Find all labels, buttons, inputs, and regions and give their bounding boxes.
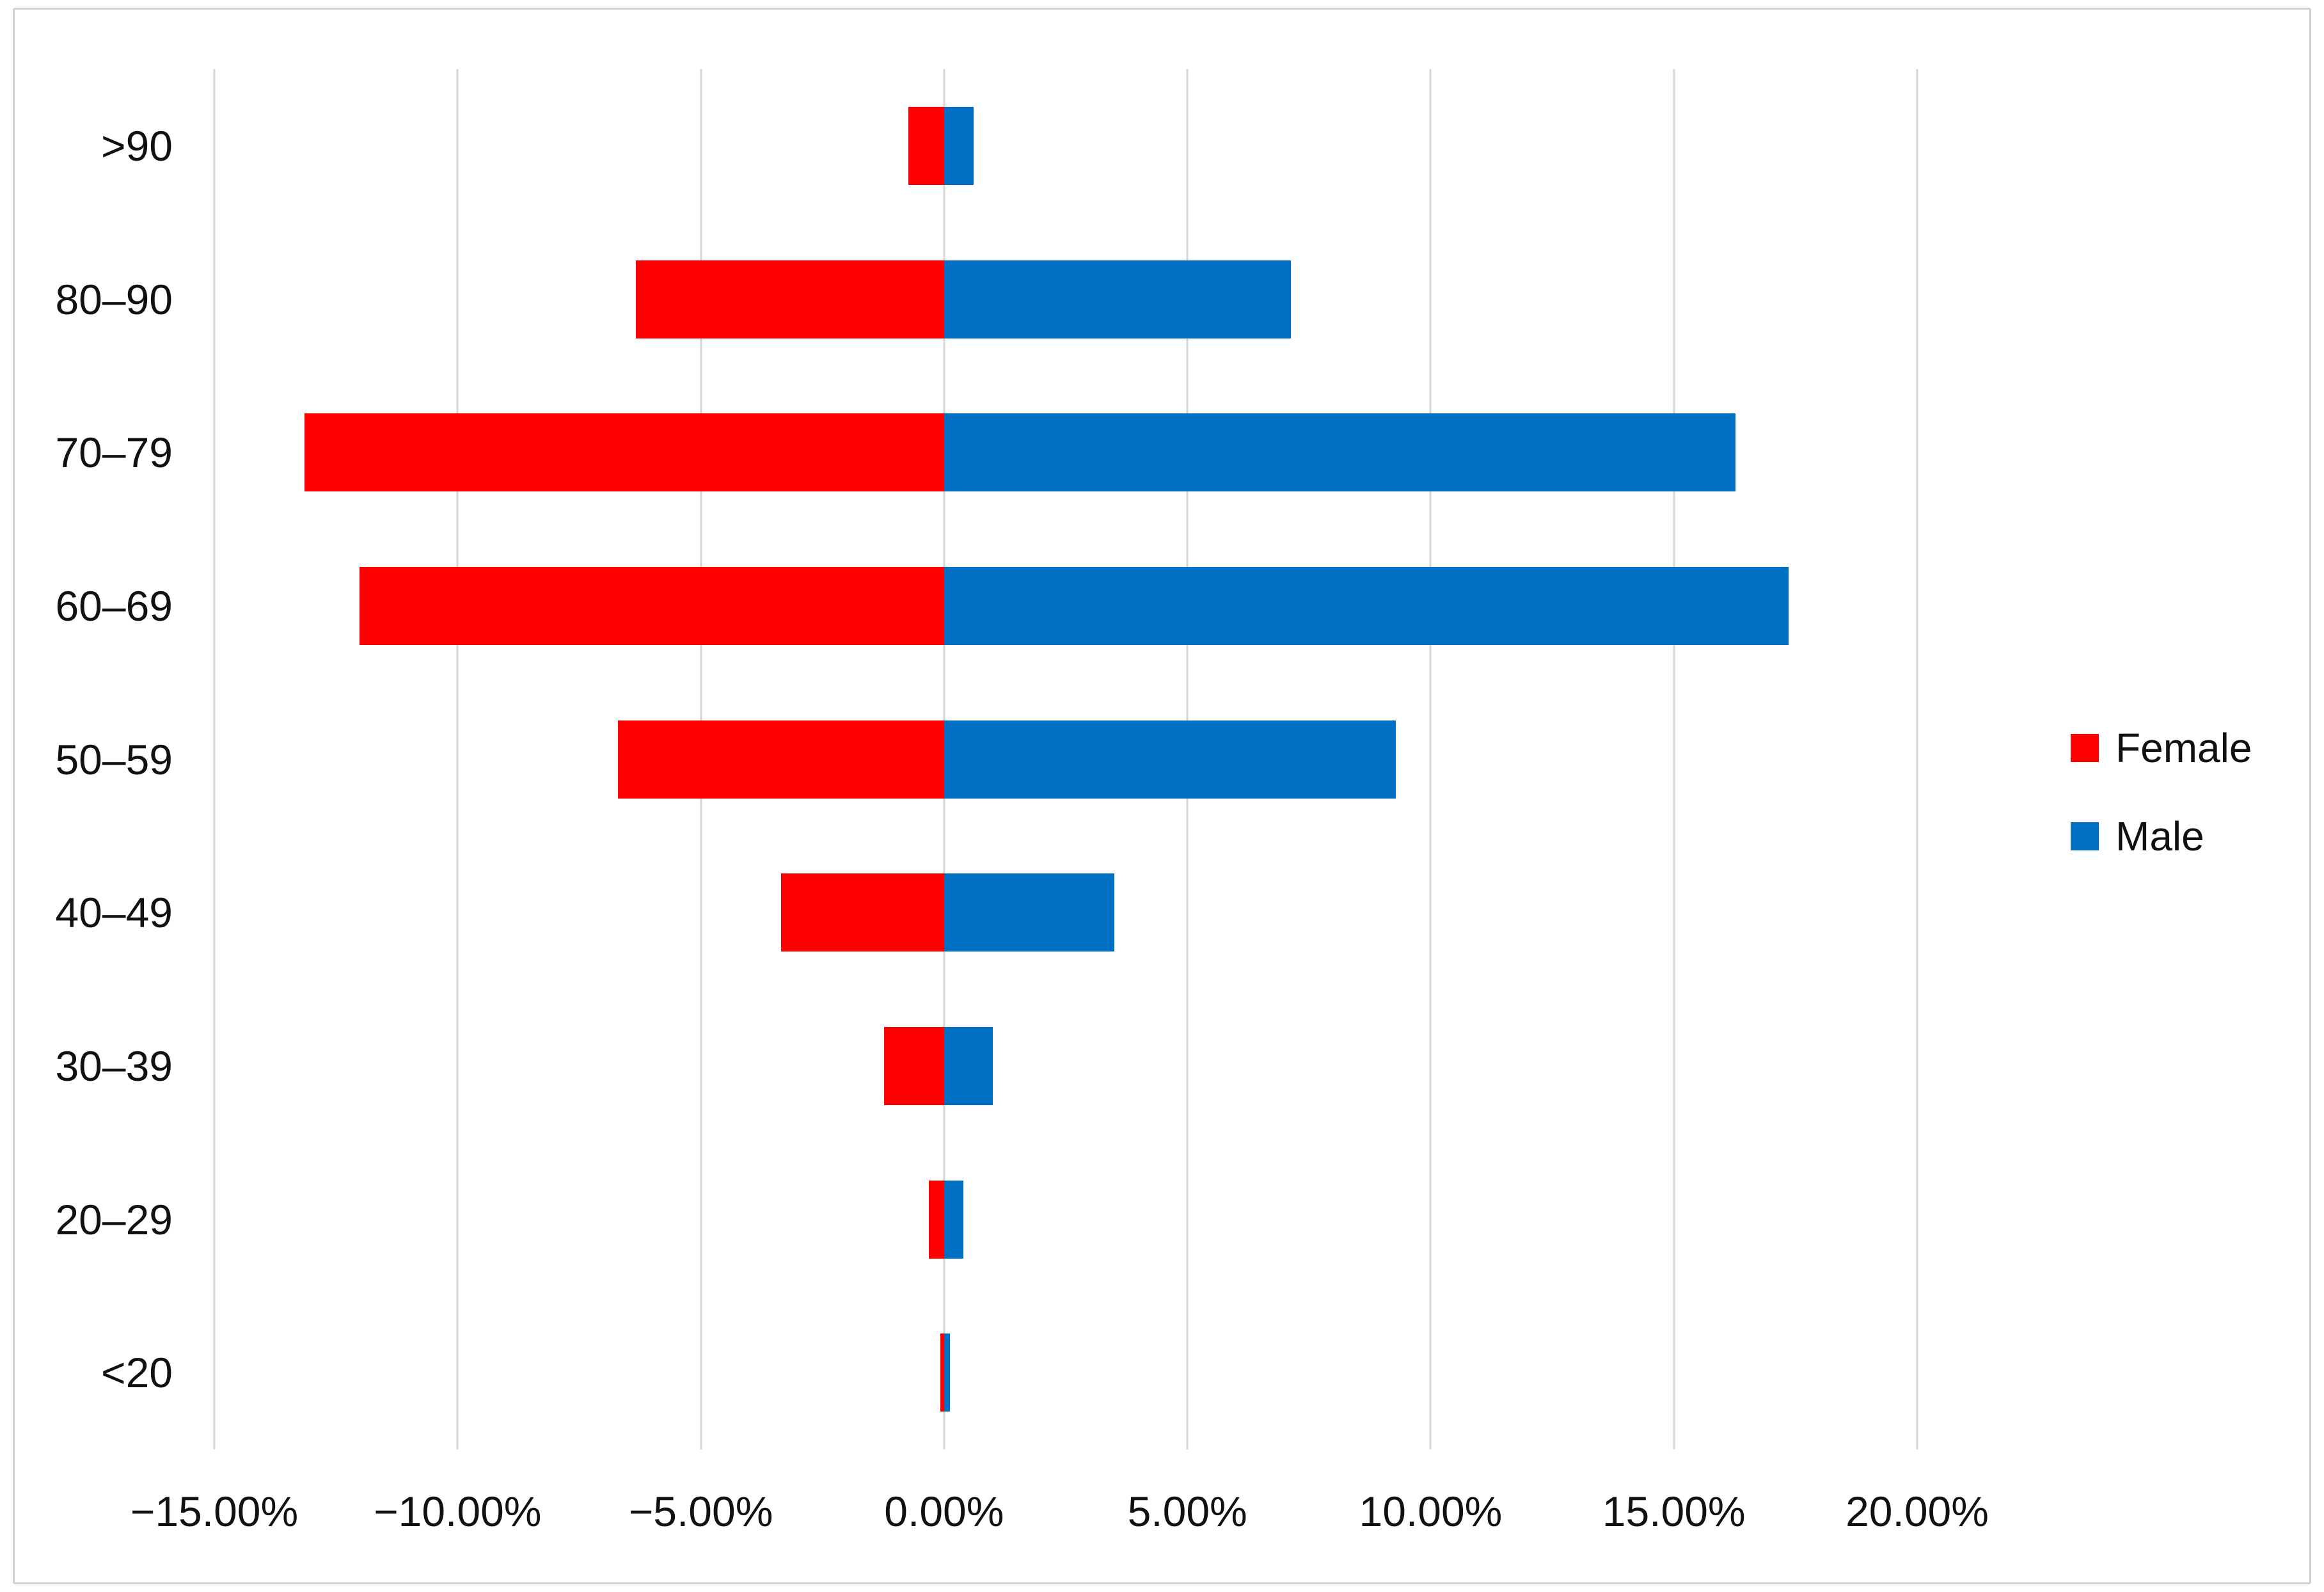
legend-label-male: Male — [2115, 813, 2204, 859]
category-label-1: 80–90 — [55, 275, 173, 323]
x-tick-label-3: 0.00% — [884, 1488, 1004, 1535]
bar-female-row-2 — [304, 413, 944, 492]
gridline-7 — [1916, 69, 1918, 1449]
category-label-0: >90 — [101, 122, 173, 170]
plot-area — [213, 69, 1918, 1449]
bar-female-row-0 — [908, 106, 944, 185]
x-tick-label-7: 20.00% — [1846, 1488, 1989, 1535]
gridline-1 — [456, 69, 459, 1449]
legend-item-female: Female — [2071, 728, 2252, 768]
bar-male-row-1 — [944, 260, 1292, 338]
bar-male-row-4 — [944, 720, 1396, 799]
gridline-5 — [1429, 69, 1432, 1449]
bar-male-row-6 — [944, 1026, 993, 1105]
bar-male-row-0 — [944, 106, 974, 185]
bar-female-row-8 — [940, 1333, 944, 1412]
category-label-2: 70–79 — [55, 429, 173, 477]
bar-male-row-5 — [944, 873, 1115, 952]
bar-female-row-1 — [635, 260, 944, 338]
category-label-4: 50–59 — [55, 735, 173, 783]
legend-swatch-male-icon — [2071, 822, 2099, 850]
x-tick-label-4: 5.00% — [1127, 1488, 1247, 1535]
category-label-3: 60–69 — [55, 582, 173, 630]
bar-male-row-3 — [944, 566, 1789, 645]
bar-female-row-7 — [928, 1180, 944, 1259]
bar-female-row-4 — [618, 720, 944, 799]
legend-item-male: Male — [2071, 816, 2204, 857]
bar-female-row-6 — [883, 1026, 944, 1105]
chart-outer-frame — [13, 8, 2311, 1584]
gridline-0 — [213, 69, 216, 1449]
x-tick-label-2: −5.00% — [628, 1488, 773, 1535]
bar-male-row-8 — [944, 1333, 950, 1412]
x-tick-label-5: 10.00% — [1359, 1488, 1503, 1535]
legend-label-female: Female — [2115, 725, 2252, 771]
x-tick-label-6: 15.00% — [1602, 1488, 1746, 1535]
bar-female-row-5 — [781, 873, 944, 952]
category-label-7: 20–29 — [55, 1195, 173, 1243]
category-label-6: 30–39 — [55, 1042, 173, 1090]
bar-female-row-3 — [359, 566, 944, 645]
gridline-6 — [1673, 69, 1675, 1449]
bar-male-row-7 — [944, 1180, 964, 1259]
category-label-5: 40–49 — [55, 889, 173, 937]
category-label-8: <20 — [101, 1349, 173, 1397]
legend-swatch-female-icon — [2071, 734, 2099, 762]
x-tick-label-0: −15.00% — [130, 1488, 299, 1535]
x-tick-label-1: −10.00% — [374, 1488, 542, 1535]
bar-male-row-2 — [944, 413, 1736, 492]
